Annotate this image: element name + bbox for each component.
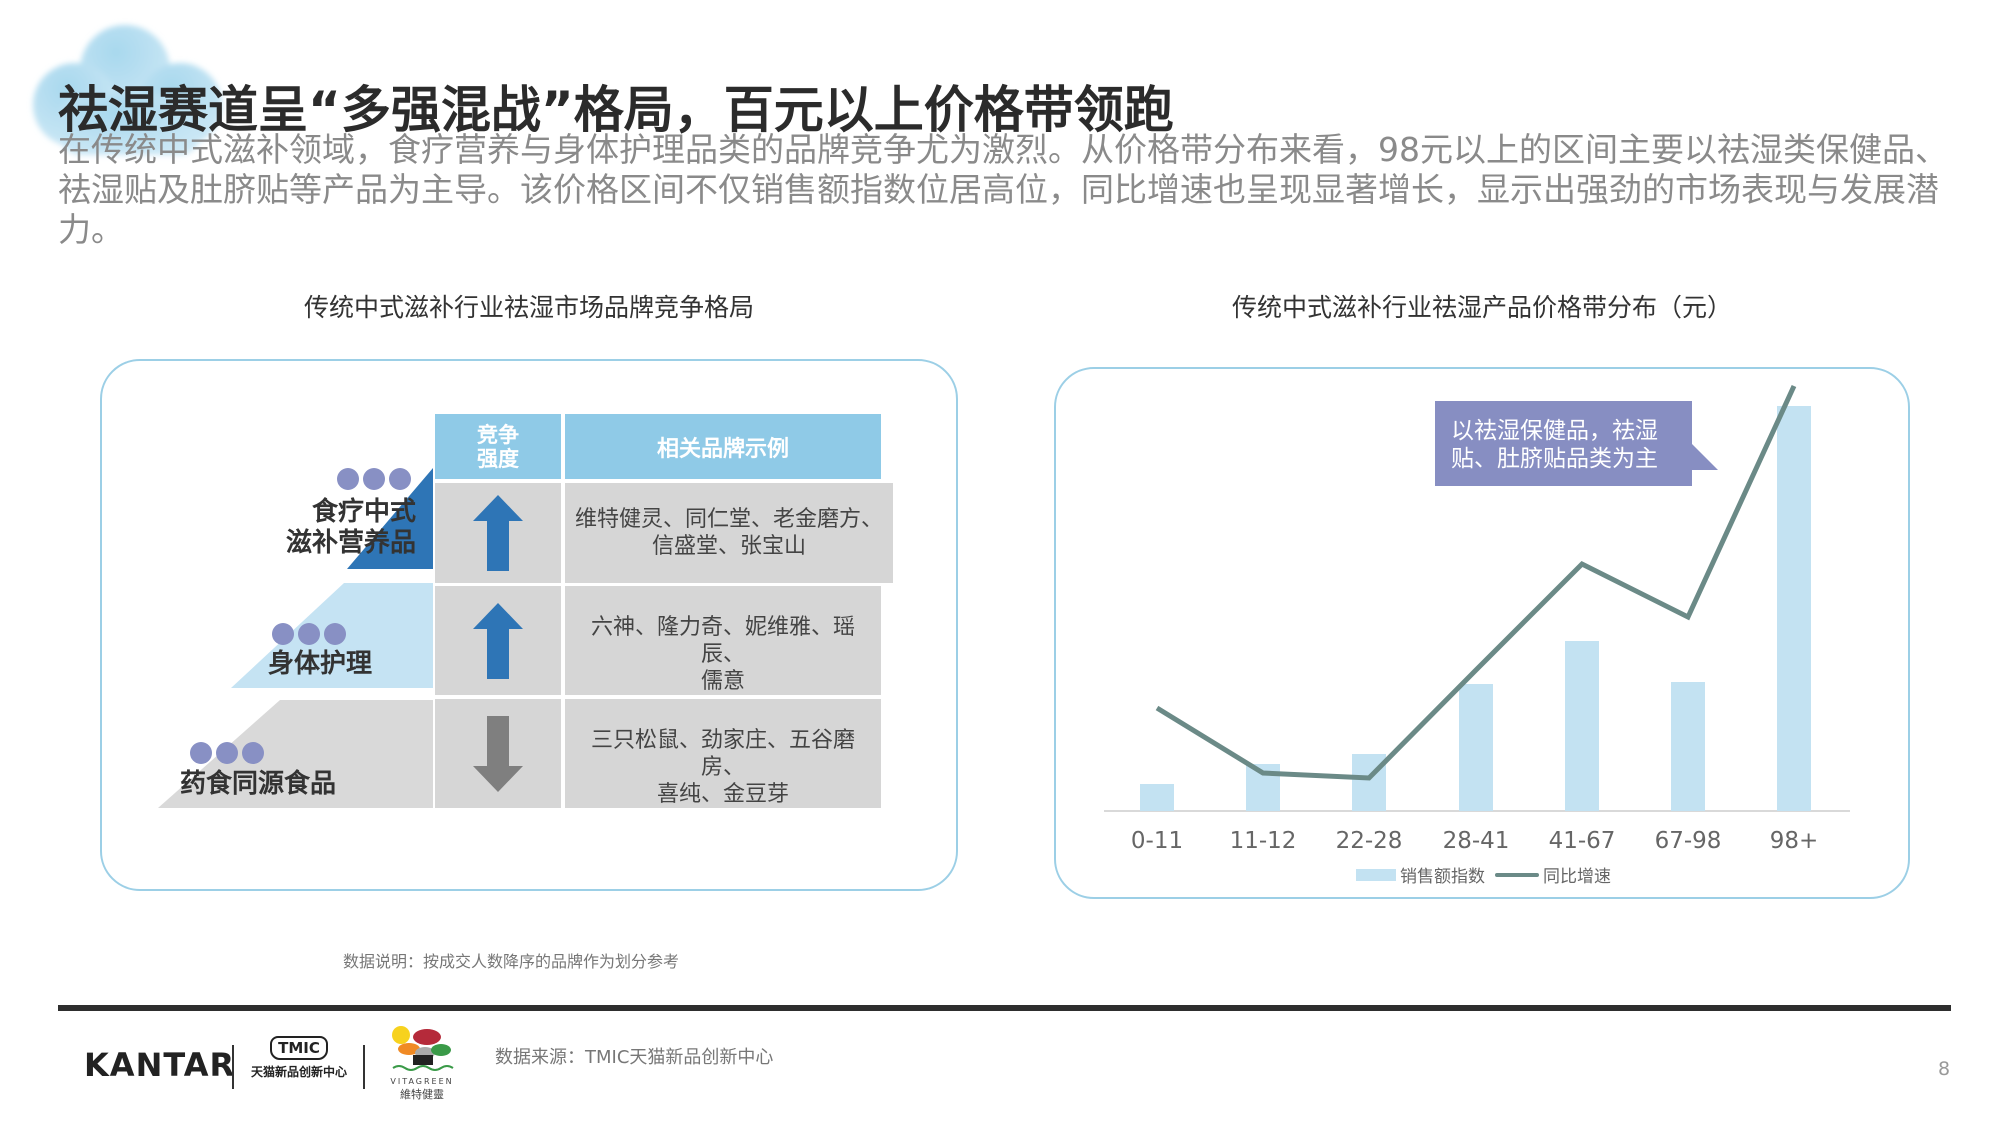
arrow-up-icon — [473, 602, 523, 679]
logo-separator — [363, 1045, 365, 1089]
sales-index-bars — [1140, 406, 1811, 811]
x-tick-0: 0-11 — [1130, 828, 1184, 854]
callout-shape — [1435, 401, 1718, 486]
data-note: 数据说明：按成交人数降序的品牌作为划分参考 — [343, 952, 680, 971]
x-tick-2: 22-28 — [1335, 828, 1403, 854]
tmic-text: 天猫新品创新中心 — [250, 1065, 347, 1079]
brands-cell-top: 维特健灵、同仁堂、老金磨方、 信盛堂、张宝山 — [565, 483, 893, 583]
chart-title: 传统中式滋补行业祛湿产品价格带分布（元） — [1231, 293, 1732, 322]
intensity-cell-top — [435, 483, 561, 583]
vitagreen-logo: VITAGREEN 維特健靈 — [382, 1025, 462, 1102]
legend-item-growth: 同比增速 — [1495, 862, 1611, 887]
pyramid-tier-top — [347, 468, 433, 569]
page-title: 祛湿赛道呈“多强混战”格局，百元以上价格带领跑 — [58, 81, 1174, 139]
legend-bar-swatch-icon — [1356, 868, 1396, 881]
tier-dots-bottom — [190, 742, 264, 764]
bar-0-11 — [1140, 784, 1174, 811]
arrow-up-icon — [473, 495, 523, 571]
intensity-cell-middle — [435, 586, 561, 695]
page-number: 8 — [1938, 1058, 1951, 1080]
table-header-competition: 竞争 强度 — [435, 414, 561, 479]
brands-cell-middle: 六神、隆力奇、妮维雅、瑶辰、 儒意 — [565, 586, 881, 695]
tier-label-top: 食疗中式 滋补营养品 — [285, 497, 416, 558]
legend-line-swatch-icon — [1495, 872, 1539, 877]
tmic-logo: TMIC 天猫新品创新中心 — [246, 1036, 352, 1080]
tier-label-middle: 身体护理 — [268, 649, 373, 679]
x-tick-4: 41-67 — [1548, 828, 1616, 854]
x-tick-1: 11-12 — [1229, 828, 1297, 854]
decorative-cloud-icon — [33, 25, 222, 155]
x-tick-3: 28-41 — [1442, 828, 1510, 854]
tier-dots-top — [337, 468, 411, 490]
chart-legend: 销售额指数 同比增速 — [1356, 862, 1611, 887]
kantar-logo: KANTAR — [84, 1046, 236, 1084]
chart-annotation: 以祛湿保健品，祛湿 贴、肚脐贴品类为主 — [1451, 418, 1658, 472]
bar-98plus — [1777, 406, 1811, 811]
bar-41-67 — [1565, 641, 1599, 811]
tier-dots-middle — [272, 623, 346, 645]
legend-item-sales: 销售额指数 — [1356, 862, 1485, 887]
table-header-brands: 相关品牌示例 — [565, 414, 881, 479]
vitagreen-emblem-icon — [392, 1026, 454, 1071]
arrow-down-icon — [473, 715, 523, 792]
left-panel-title: 传统中式滋补行业祛湿市场品牌竞争格局 — [303, 293, 754, 322]
page-description: 在传统中式滋补领域，食疗营养与身体护理品类的品牌竞争尤为激烈。从价格带分布来看，… — [58, 130, 1948, 249]
brands-cell-bottom: 三只松鼠、劲家庄、五谷磨房、 喜纯、金豆芽 — [565, 699, 881, 808]
data-source: 数据来源：TMIC天猫新品创新中心 — [495, 1047, 774, 1068]
logo-separator — [232, 1045, 234, 1089]
yoy-growth-line — [1155, 384, 1797, 781]
footer-divider — [58, 1005, 1951, 1011]
bar-67-98 — [1671, 682, 1705, 811]
intensity-cell-bottom — [435, 699, 561, 808]
tmic-badge: TMIC — [270, 1036, 328, 1060]
bar-28-41 — [1459, 684, 1493, 811]
vitagreen-en: VITAGREEN — [390, 1077, 454, 1086]
vitagreen-cn: 維特健靈 — [400, 1088, 444, 1101]
x-tick-5: 67-98 — [1654, 828, 1722, 854]
x-tick-6: 98+ — [1769, 828, 1819, 854]
pyramid-tier-bottom — [158, 700, 433, 808]
tier-label-bottom: 药食同源食品 — [180, 769, 337, 799]
